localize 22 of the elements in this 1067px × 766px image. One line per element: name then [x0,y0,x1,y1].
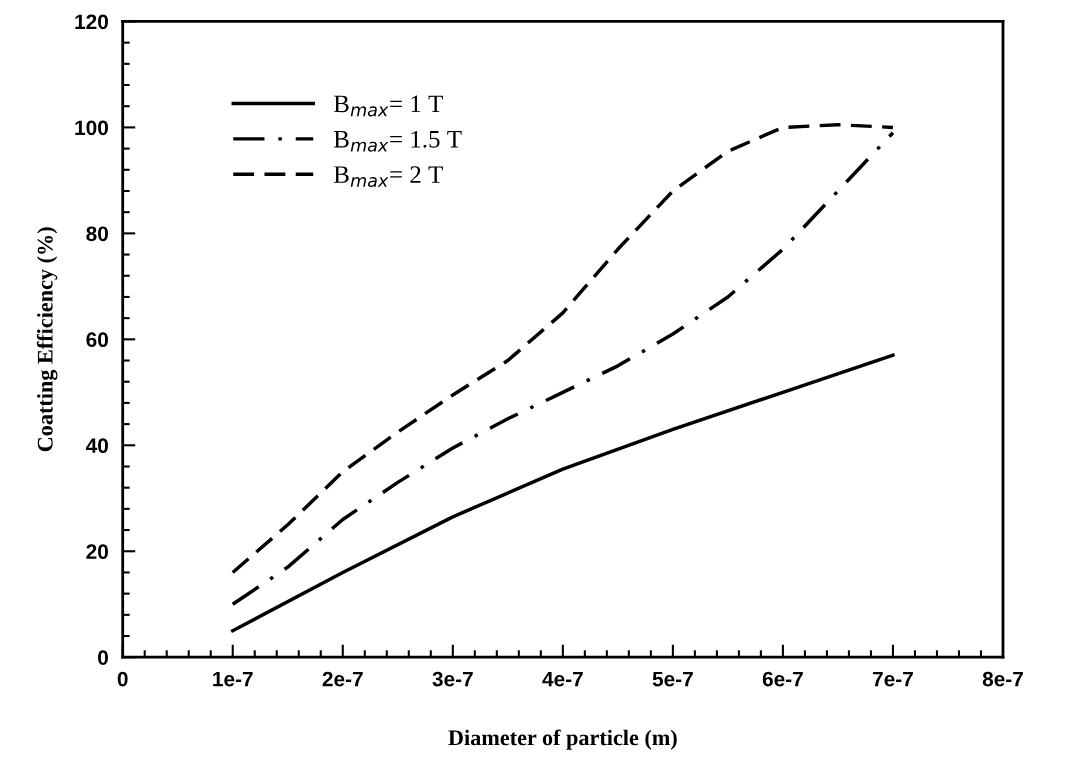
x-tick-label: 4e-7 [542,671,583,687]
x-tick-label: 5e-7 [652,671,693,687]
x-axis-title: Diameter of particle (m) [448,729,677,750]
x-tick-label: 8e-7 [982,671,1023,687]
x-tick-label: 3e-7 [432,671,473,687]
legend-label: B$_{max}$= 1 T [333,95,443,117]
line-series [231,353,895,633]
x-tick-label: 7e-7 [872,671,913,687]
y-tick-label: 20 [86,544,108,560]
y-tick-label: 40 [85,438,108,454]
legend-label: B$_{max}$= 2 T [333,166,443,188]
x-tick-label: 1e-7 [213,671,253,687]
y-tick-label: 120 [75,14,108,30]
y-tick-label: 60 [86,332,108,348]
y-tick-label: 100 [75,120,108,136]
y-tick-label: 0 [98,650,108,665]
y-axis-title: Coatting Efficiency (%) [36,227,58,452]
y-tick-label: 80 [86,226,108,242]
x-tick-label: 6e-7 [762,671,803,687]
x-tick-label: 2e-7 [322,671,363,687]
x-tick-label: 0 [117,671,128,687]
legend-label: B$_{max}$= 1.5 T [333,130,462,152]
